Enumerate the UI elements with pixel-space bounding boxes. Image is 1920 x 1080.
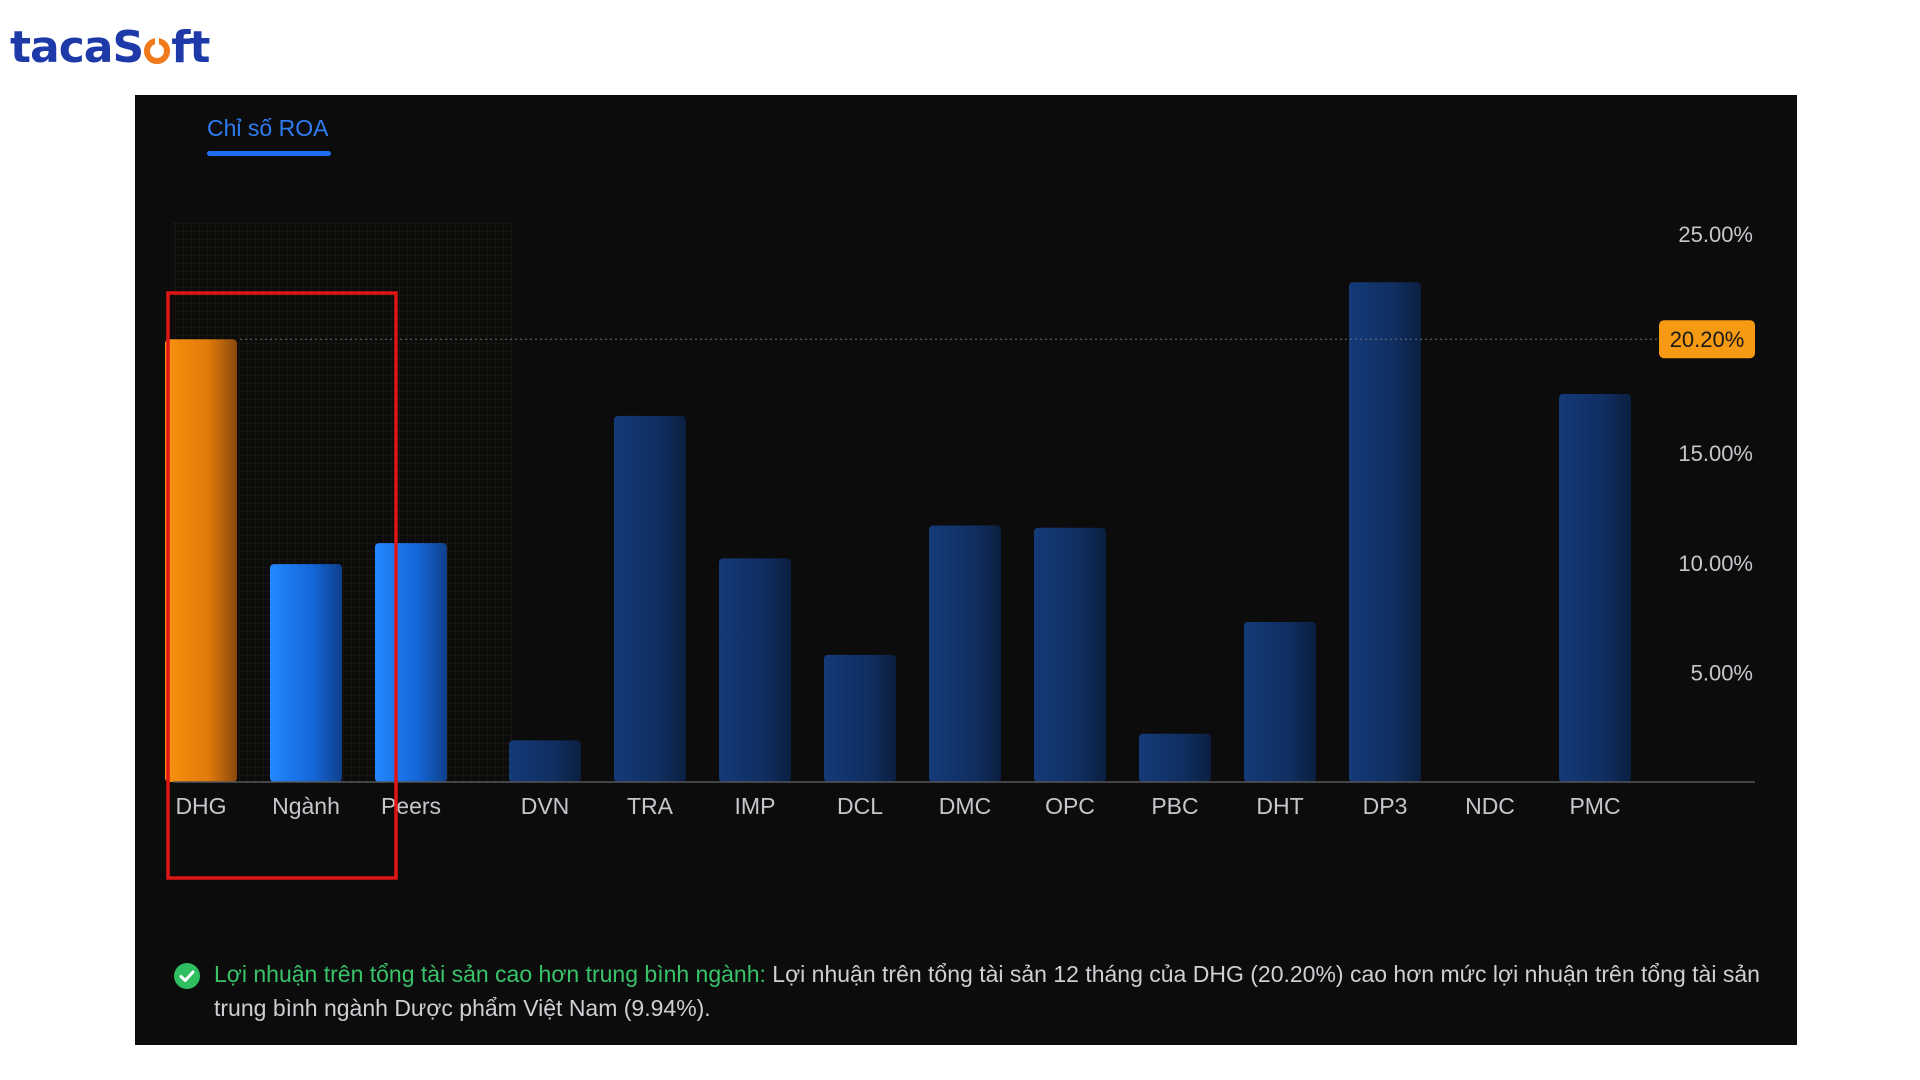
y-tick-label: 10.00% (1678, 551, 1753, 576)
x-tick-label: DCL (837, 793, 883, 819)
x-tick-label: DVN (521, 793, 570, 819)
x-tick-label: PMC (1569, 793, 1620, 819)
bar-peers[interactable] (375, 543, 447, 782)
roa-panel: Chỉ số ROA DHG Ngành Peer (135, 95, 1797, 1045)
bar-dhg[interactable] (165, 339, 237, 782)
bar-dp3[interactable] (1349, 282, 1421, 782)
highlight-badge-bg (1659, 320, 1755, 359)
bar-ngành[interactable] (270, 564, 342, 782)
bar-dmc[interactable] (929, 525, 1001, 782)
y-tick-label: 15.00% (1678, 441, 1753, 466)
highlight-badge: 20.20% (1659, 320, 1755, 359)
x-tick-label: OPC (1045, 793, 1095, 819)
note-body: Lợi nhuận trên tổng tài sản 12 tháng của… (214, 961, 1760, 1021)
bar-opc[interactable] (1034, 527, 1106, 782)
selection-box (166, 291, 398, 880)
bar-tra[interactable] (614, 415, 686, 782)
x-tick-label: DP3 (1363, 793, 1408, 819)
x-tick-label: Peers (381, 793, 441, 819)
tacasoft-logo: tacaS ft (10, 22, 210, 73)
x-tick-label: TRA (627, 793, 674, 819)
tab-active-indicator (207, 151, 331, 156)
bar-pmc[interactable] (1559, 394, 1631, 782)
power-icon (144, 37, 171, 64)
y-tick-label: 25.00% (1678, 222, 1753, 247)
bar-dcl[interactable] (824, 654, 896, 782)
x-tick-label: DHT (1256, 793, 1303, 819)
x-tick-label: IMP (735, 793, 776, 819)
x-tick-label: NDC (1465, 793, 1515, 819)
x-tick-label: Ngành (272, 793, 340, 819)
check-circle-icon (174, 963, 200, 989)
x-tick-label: PBC (1151, 793, 1198, 819)
roa-bar-chart: DHG Ngành Peers DVN TRA IMP DCL DMC OPC PBC DHT DP3… (165, 222, 1755, 880)
note-lead: Lợi nhuận trên tổng tài sản cao hơn trun… (214, 961, 766, 987)
highlight-badge-label: 20.20% (1670, 327, 1745, 352)
y-tick-label: 5.00% (1691, 660, 1753, 685)
bar-dvn[interactable] (509, 740, 581, 782)
bar-imp[interactable] (719, 558, 791, 782)
x-tick-label: DHG (175, 793, 226, 819)
tab-roa[interactable]: Chỉ số ROA (207, 115, 329, 141)
bar-pbc[interactable] (1139, 733, 1211, 782)
logo-text-pre: tacaS (10, 22, 144, 73)
roa-comparison-note: Lợi nhuận trên tổng tài sản cao hơn trun… (174, 957, 1774, 1025)
logo-text-post: ft (171, 22, 210, 73)
x-tick-label: DMC (939, 793, 991, 819)
bar-dht[interactable] (1244, 621, 1316, 782)
